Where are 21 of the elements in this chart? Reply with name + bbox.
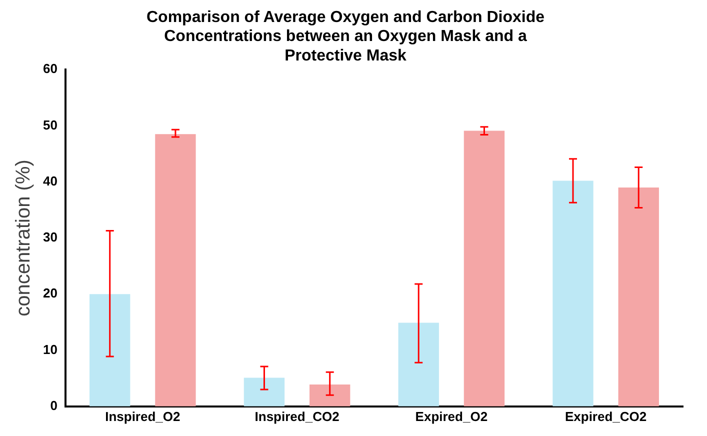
bar bbox=[464, 130, 505, 406]
bar bbox=[244, 378, 285, 406]
y-tick-label: 30 bbox=[42, 230, 58, 245]
bar bbox=[398, 322, 439, 406]
y-tick-label: 40 bbox=[42, 173, 58, 188]
y-axis-title: concentration (%) bbox=[12, 160, 35, 316]
bar bbox=[90, 294, 130, 406]
y-tick-label: 20 bbox=[42, 286, 58, 301]
x-tick-label: Expired_O2 bbox=[415, 408, 488, 424]
y-tick-label: 50 bbox=[42, 117, 58, 132]
bar bbox=[155, 134, 196, 406]
y-tick-label: 10 bbox=[42, 342, 58, 357]
bar bbox=[552, 180, 594, 406]
chart-title: Comparison of Average Oxygen and Carbon Dioxide Concentrations between an Oxygen Mask and a Protective Mask bbox=[146, 9, 545, 64]
x-tick-label: Inspired_O2 bbox=[105, 408, 180, 424]
bar bbox=[618, 187, 659, 406]
x-tick-label: Expired_CO2 bbox=[564, 408, 647, 424]
bar bbox=[310, 384, 350, 406]
x-tick-label: Inspired_CO2 bbox=[254, 408, 340, 424]
y-tick-label: 60 bbox=[42, 61, 58, 76]
y-tick-label: 0 bbox=[50, 398, 58, 413]
